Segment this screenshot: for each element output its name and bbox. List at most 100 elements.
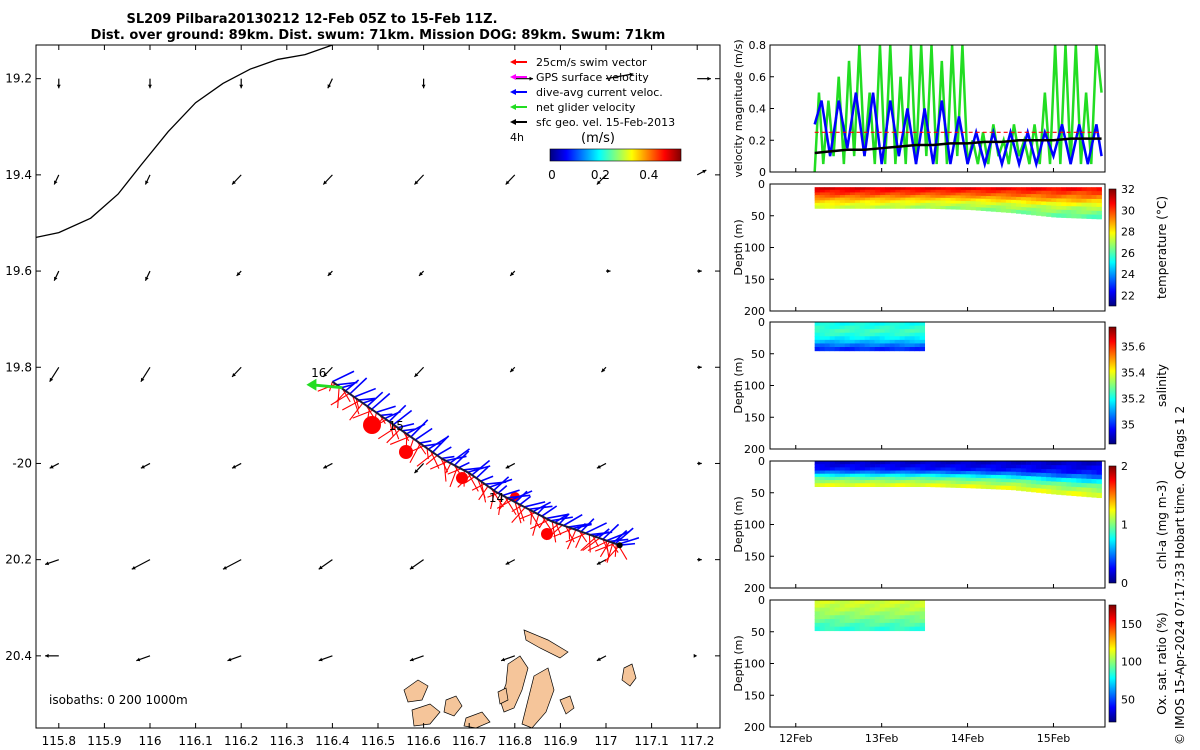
profile-cell: [829, 339, 836, 345]
profile-cell: [844, 600, 851, 605]
profile-cell: [1066, 209, 1072, 215]
profile-cell: [1005, 471, 1012, 476]
profile-cell: [1005, 193, 1012, 198]
profile-cell: [895, 470, 901, 475]
profile-cell: [829, 611, 836, 616]
profile-cell: [1066, 469, 1072, 475]
profile-cell: [1015, 482, 1022, 488]
profile-cell: [960, 461, 967, 465]
swim-vector: [445, 463, 452, 474]
profile-cell: [1051, 461, 1057, 466]
profile-cell: [920, 461, 926, 465]
sfc-vector-head: [131, 565, 136, 570]
current-vector: [563, 514, 583, 527]
day-label: 14: [489, 491, 504, 505]
profile-cell: [864, 205, 871, 209]
profile-cell: [1056, 469, 1062, 475]
profile-cell: [854, 615, 861, 620]
profile-cell: [819, 189, 826, 194]
profile-cell: [829, 464, 836, 468]
profile-cell: [915, 464, 921, 468]
profile-cell: [920, 197, 926, 201]
profile-cell: [844, 336, 851, 341]
profile-cell: [814, 195, 821, 199]
current-vector: [349, 377, 368, 395]
profile-cell: [1096, 202, 1102, 208]
profile-cell: [1071, 210, 1077, 215]
profile-cell: [995, 461, 1002, 466]
legend-label: sfc geo. vel. 15-Feb-2013: [536, 116, 675, 129]
sfc-vector-head: [140, 377, 145, 382]
profile-cell: [824, 189, 831, 194]
profile-cell: [1041, 212, 1047, 217]
profile-cell: [870, 461, 876, 465]
profile-cell: [914, 332, 921, 337]
profile-cell: [864, 622, 871, 628]
profile-cell: [1051, 481, 1057, 487]
profile-cell: [914, 615, 921, 620]
profile-cell: [864, 332, 871, 337]
profile-cell: [844, 622, 851, 628]
profile-cell: [910, 476, 916, 481]
current-vector: [536, 505, 546, 515]
profile-cell: [849, 336, 856, 341]
profile-cell: [844, 603, 851, 609]
current-vector: [371, 392, 391, 410]
profile-cell: [980, 195, 987, 200]
profile-cell: [894, 607, 901, 613]
profile-cell: [875, 202, 881, 207]
profile-cell: [874, 336, 881, 341]
profile-cell: [1096, 210, 1102, 216]
profile-cell: [844, 473, 851, 478]
swim-vector: [386, 428, 401, 444]
profile-cell: [955, 195, 961, 199]
profile-cell: [834, 187, 841, 191]
profile-cell: [1026, 468, 1032, 473]
profile-cell: [870, 476, 876, 481]
profile-cell: [859, 325, 866, 330]
profile-cell: [1076, 191, 1082, 196]
profile-cell: [884, 322, 891, 327]
profile-cell: [829, 200, 836, 204]
sfc-vector-head: [323, 464, 328, 469]
profile-cell: [955, 480, 961, 485]
profile-cell: [859, 339, 866, 345]
day-label: 15: [389, 419, 404, 433]
profile-cell: [915, 192, 921, 196]
profile-cell: [839, 197, 846, 201]
profile-cell: [1096, 206, 1102, 212]
profile-cells: [814, 600, 926, 632]
profile-cell: [1010, 482, 1017, 487]
profile-cell: [914, 622, 921, 628]
sfc-vector-head: [601, 368, 606, 373]
profile-cell: [885, 480, 891, 484]
sfc-vector-head: [232, 180, 236, 185]
profile-cell: [844, 483, 851, 487]
profile-cell: [990, 485, 997, 490]
profile-cell: [899, 626, 906, 632]
profile-cell: [950, 206, 956, 210]
profile-cell: [899, 611, 906, 616]
profile-cell: [844, 205, 851, 209]
map-y-tick-label: -20: [12, 456, 32, 470]
current-vector: [441, 455, 455, 460]
profile-colorbar: [1108, 326, 1117, 445]
profile-cell: [1046, 201, 1052, 206]
profile-cell: [940, 205, 946, 210]
profile-cell: [910, 461, 916, 465]
profile-cell: [864, 467, 871, 472]
profile-cell: [950, 480, 956, 485]
profile-cell: [995, 193, 1002, 197]
profile-cell: [894, 325, 901, 330]
current-vector: [471, 459, 491, 476]
profile-cell: [985, 196, 992, 200]
swim-vector-cluster: [363, 416, 381, 434]
profile-cell: [990, 467, 997, 472]
profile-cell: [844, 343, 851, 348]
profile-cell: [1081, 206, 1087, 211]
profile-cell: [1031, 187, 1037, 192]
sfc-vector-head: [629, 72, 634, 77]
swim-vector: [337, 386, 340, 409]
profile-cell: [824, 464, 831, 468]
profile-cell: [849, 470, 856, 475]
